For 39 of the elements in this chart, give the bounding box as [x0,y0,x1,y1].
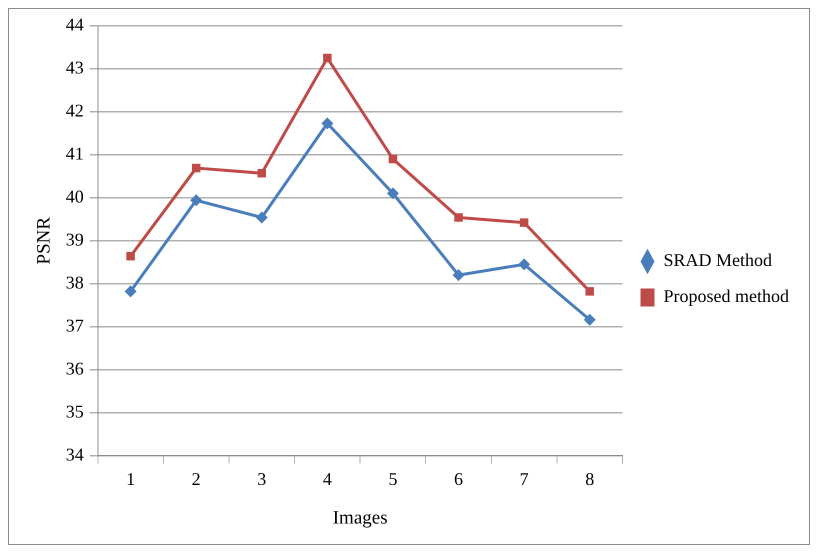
x-tick-label: 1 [126,469,136,490]
x-tick-label: 3 [257,469,266,490]
x-tick-label: 8 [585,469,594,490]
point [518,258,530,270]
x-tick-label: 2 [192,469,201,490]
y-tick-label: 43 [66,58,84,78]
point [258,168,266,178]
y-tick-label: 38 [66,272,84,292]
point [124,285,137,298]
legend-label: SRAD Method [664,250,772,270]
y-axis-title: PSNR [33,216,54,264]
point [520,218,528,227]
point [454,213,463,222]
legend-label: Proposed method [664,286,790,306]
point [386,187,399,200]
point [321,117,334,130]
y-tick-label: 34 [66,444,84,464]
y-tick-label: 39 [66,229,84,250]
point [192,164,200,172]
x-axis-title: Images [332,508,388,529]
y-tick-label: 37 [66,315,84,336]
x-tick-label: 5 [388,469,398,490]
x-tick-label: 6 [454,469,464,490]
point [190,194,202,206]
y-tick-label: 44 [66,14,84,35]
y-tick-label: 42 [66,100,84,120]
point [388,154,398,164]
x-tick-label: 4 [322,469,332,490]
y-tick-label: 36 [66,358,84,378]
point [256,211,268,224]
point [585,287,594,296]
point [323,54,332,62]
y-tick-label: 41 [66,143,84,164]
point [126,252,135,260]
point [584,314,596,326]
y-tick-label: 40 [66,186,84,206]
x-tick-label: 7 [520,469,529,490]
y-tick-label: 35 [66,401,84,422]
point [452,269,465,282]
